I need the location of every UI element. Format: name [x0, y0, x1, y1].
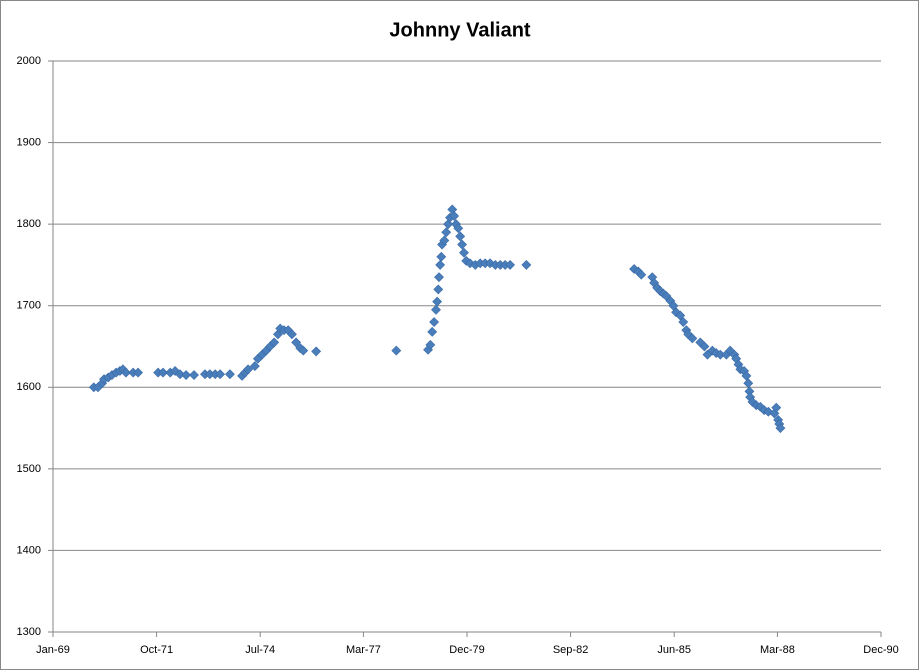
marker — [436, 251, 447, 262]
marker — [429, 317, 440, 327]
marker — [453, 223, 464, 234]
y-tick-label: 1900 — [17, 136, 41, 148]
x-tick-label: Sep-82 — [553, 644, 588, 656]
marker — [133, 367, 143, 378]
marker — [170, 366, 181, 376]
marker — [269, 337, 280, 348]
marker — [273, 329, 283, 340]
marker — [291, 337, 302, 348]
x-tick-label: Oct-71 — [140, 644, 173, 656]
y-tick-label: 1800 — [17, 218, 41, 230]
marker — [298, 345, 309, 356]
marker — [449, 211, 460, 221]
marker — [434, 272, 444, 283]
marker — [775, 423, 786, 433]
marker — [771, 402, 782, 413]
marker — [311, 346, 322, 357]
x-tick-label: Mar-77 — [346, 644, 381, 656]
marker — [432, 296, 443, 307]
marker — [391, 345, 402, 356]
marker — [457, 239, 468, 250]
marker — [675, 310, 686, 321]
marker — [225, 369, 235, 380]
y-tick-label: 1600 — [17, 381, 41, 393]
marker — [425, 339, 436, 350]
y-tick-label: 1300 — [17, 626, 41, 638]
marker — [433, 284, 444, 295]
marker — [441, 227, 452, 238]
marker — [465, 258, 475, 269]
marker — [189, 370, 199, 380]
marker — [181, 370, 192, 380]
marker — [158, 367, 168, 378]
marker — [427, 326, 438, 337]
y-tick-label: 1700 — [17, 300, 41, 312]
y-tick-label: 1500 — [17, 463, 41, 475]
marker — [175, 369, 185, 380]
marker — [455, 231, 466, 242]
marker — [678, 317, 689, 327]
x-tick-label: Dec-90 — [863, 644, 898, 656]
marker — [636, 269, 647, 280]
chart-title: Johnny Valiant — [389, 19, 530, 41]
marker — [687, 333, 698, 344]
marker — [755, 401, 766, 412]
marker — [243, 364, 254, 375]
x-tick-label: Jul-74 — [245, 644, 275, 656]
marker — [459, 247, 469, 258]
marker — [521, 260, 532, 270]
x-tick-label: Mar-88 — [760, 644, 795, 656]
marker — [431, 304, 441, 315]
marker — [699, 341, 710, 352]
marker — [435, 260, 446, 270]
marker — [505, 260, 516, 270]
y-tick-label: 1400 — [17, 544, 41, 556]
x-tick-label: Jan-69 — [36, 644, 70, 656]
x-tick-label: Jun-85 — [657, 644, 691, 656]
x-tick-label: Dec-79 — [449, 644, 484, 656]
marker — [215, 369, 226, 380]
y-tick-label: 2000 — [17, 55, 41, 67]
marker — [287, 329, 297, 340]
marker — [439, 235, 450, 246]
marker — [249, 361, 260, 372]
marker — [747, 397, 758, 407]
marker — [121, 367, 131, 378]
